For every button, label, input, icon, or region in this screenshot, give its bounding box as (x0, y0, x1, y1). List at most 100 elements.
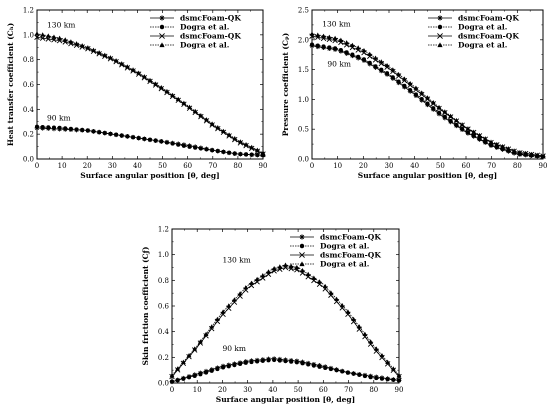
triangle-marker (523, 150, 529, 156)
triangle-marker (505, 146, 511, 151)
circle-marker (431, 106, 436, 111)
circle-marker (317, 364, 322, 369)
triangle-marker (249, 280, 254, 285)
circle-marker (186, 375, 192, 380)
x-axis-label: Surface angular position [θ, deg] (358, 171, 497, 180)
x-marker (68, 40, 74, 47)
triangle-marker (254, 276, 260, 282)
triangle-marker (181, 100, 187, 105)
series-circle (169, 357, 402, 384)
circle-marker (159, 139, 164, 144)
circle-marker (204, 147, 209, 152)
circle-marker (51, 125, 56, 130)
circle-marker (169, 379, 175, 384)
y-tick-label: 1.2 (158, 226, 169, 234)
triangle-marker (465, 126, 471, 131)
y-tick-label: 0.2 (158, 354, 169, 362)
triangle-marker (119, 61, 125, 66)
triangle-marker (511, 148, 517, 153)
x-marker (299, 252, 305, 258)
triangle-marker (266, 269, 271, 274)
circle-marker (192, 373, 197, 378)
circle-marker (244, 152, 249, 157)
x-tick-label: 0 (170, 386, 174, 394)
circle-marker (260, 358, 265, 363)
circle-marker (249, 152, 254, 157)
triangle-marker (471, 129, 477, 134)
circle-marker (46, 125, 51, 130)
triangle-marker (413, 85, 419, 90)
y-axis-label: Skin friction coefficient (Cƒ) (141, 247, 150, 366)
circle-marker (379, 67, 384, 72)
x-tick-label: 80 (369, 386, 378, 394)
y-tick-label: 0.4 (23, 106, 35, 114)
circle-marker (226, 364, 231, 369)
skin-friction-chart: 0 10 20 30 40 50 60 70 80 90 0.0 0.2 0.4 0.6 0.8 1.0 1.2… (141, 226, 403, 405)
circle-marker (176, 142, 181, 147)
triangle-marker (338, 37, 344, 42)
x-tick-label: 80 (513, 162, 522, 170)
x-tick-label: 80 (233, 162, 242, 170)
triangle-marker (130, 67, 136, 72)
x-tick-label: 20 (359, 162, 368, 170)
x-tick-label: 70 (344, 386, 353, 394)
circle-marker (119, 133, 124, 138)
altitude-annotation: 90 km (327, 60, 351, 69)
triangle-marker (102, 52, 108, 57)
circle-marker (311, 363, 316, 368)
y-tick-label: 0.2 (23, 131, 34, 139)
triangle-marker (332, 35, 338, 41)
circle-marker (294, 360, 299, 365)
triangle-marker (198, 112, 204, 118)
x-tick-label: 0 (310, 162, 314, 170)
x-marker (159, 33, 165, 39)
x-tick-label: 20 (218, 386, 227, 394)
y-tick-label: 1.5 (298, 66, 309, 74)
circle-marker (198, 146, 203, 151)
circle-marker (204, 370, 209, 375)
x-marker (378, 60, 385, 67)
x-tick-label: 10 (193, 386, 202, 394)
triangle-marker (186, 352, 192, 358)
triangle-marker (136, 70, 142, 75)
triangle-marker (220, 309, 226, 314)
x-tick-label: 10 (333, 162, 342, 170)
triangle-marker (362, 331, 368, 337)
altitude-annotation: 130 km (222, 255, 250, 264)
circle-marker (390, 75, 395, 80)
circle-marker (396, 378, 402, 383)
triangle-marker (534, 152, 540, 158)
circle-marker (315, 43, 320, 48)
circle-marker (170, 141, 175, 146)
circle-marker (175, 378, 180, 383)
series-triangle (34, 31, 266, 155)
triangle-marker (459, 122, 465, 127)
triangle-marker (328, 290, 334, 295)
circle-marker (437, 110, 442, 115)
legend-label: dsmcFoam-QK (180, 14, 241, 23)
circle-marker (142, 136, 147, 141)
triangle-marker (170, 92, 175, 98)
circle-marker (181, 376, 186, 381)
triangle-marker (226, 132, 232, 137)
circle-marker (379, 376, 385, 381)
triangle-marker (271, 265, 277, 271)
circle-marker (80, 127, 85, 132)
triangle-marker (283, 262, 288, 267)
triangle-marker (175, 96, 181, 102)
circle-marker (300, 361, 305, 366)
triangle-marker (436, 104, 442, 110)
triangle-marker (215, 125, 221, 130)
triangle-marker (500, 143, 505, 149)
triangle-marker (419, 90, 425, 95)
triangle-marker (368, 339, 374, 344)
circle-marker (367, 60, 372, 65)
legend-label: Dogra et al. (320, 260, 369, 269)
circle-marker (471, 133, 476, 138)
circle-marker (340, 369, 345, 374)
triangle-marker (243, 142, 249, 147)
circle-marker (333, 46, 338, 51)
circle-marker (334, 368, 339, 373)
triangle-marker (260, 273, 266, 278)
